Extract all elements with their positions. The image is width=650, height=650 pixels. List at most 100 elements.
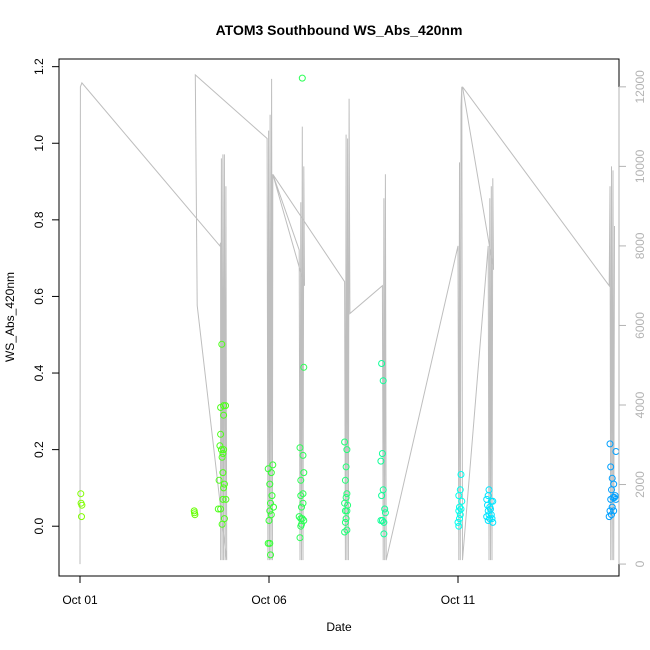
data-point: [218, 520, 226, 528]
series-6: [377, 360, 389, 538]
data-point: [297, 476, 305, 484]
y2-tick-label: 6000: [633, 312, 647, 339]
data-point: [266, 480, 274, 488]
data-point: [299, 499, 307, 507]
y-tick-label: 1.2: [32, 58, 46, 75]
data-point: [455, 507, 463, 515]
data-point: [220, 515, 228, 523]
data-point: [343, 446, 351, 454]
series-8: [483, 486, 497, 526]
data-point: [297, 492, 305, 500]
data-point: [269, 461, 277, 469]
data-point: [484, 517, 492, 524]
data-point: [341, 518, 349, 526]
data-point: [300, 469, 308, 477]
y-tick-label: 0.2: [32, 441, 46, 458]
data-point: [456, 515, 463, 523]
data-points-layer: [77, 74, 620, 559]
data-point: [220, 480, 228, 488]
data-point: [341, 528, 349, 536]
data-point: [296, 444, 304, 452]
data-point: [381, 509, 389, 517]
data-point: [267, 469, 275, 477]
data-point: [380, 518, 388, 526]
data-point: [267, 511, 275, 519]
data-point: [484, 492, 492, 500]
data-point: [267, 551, 274, 559]
data-point: [222, 402, 229, 410]
data-point: [607, 463, 615, 471]
y-tick-label: 0.8: [32, 211, 46, 228]
data-point: [341, 476, 349, 484]
data-point: [341, 438, 349, 446]
y2-tick-label: 10000: [633, 149, 647, 183]
data-point: [489, 518, 497, 526]
data-point: [219, 469, 227, 477]
series-3: [264, 461, 277, 559]
data-point: [343, 490, 351, 498]
data-point: [217, 505, 225, 513]
data-point: [220, 402, 228, 410]
series-5: [341, 438, 352, 536]
chart-title: ATOM3 Southbound WS_Abs_420nm: [216, 22, 463, 38]
data-point: [611, 494, 618, 501]
data-point: [218, 453, 226, 461]
data-point: [299, 490, 307, 498]
y2-tick-label: 12000: [633, 70, 647, 104]
data-point: [342, 463, 350, 471]
data-point: [487, 511, 495, 519]
data-point: [608, 503, 616, 511]
series-4: [295, 74, 308, 542]
data-point: [219, 450, 227, 457]
data-point: [608, 511, 615, 519]
data-point: [297, 522, 305, 530]
data-point: [458, 497, 466, 505]
data-point: [456, 511, 464, 519]
series-2: [214, 340, 230, 528]
data-point: [378, 450, 386, 457]
data-point: [298, 74, 306, 82]
y-axis-label: WS_Abs_420nm: [3, 272, 17, 362]
altitude-line: [79, 73, 615, 565]
y-tick-label: 0.6: [32, 288, 46, 305]
data-point: [214, 505, 222, 513]
series-1: [190, 507, 199, 519]
x-tick-label: Oct 11: [441, 593, 476, 607]
data-point: [608, 486, 615, 494]
data-point: [215, 476, 223, 484]
data-point: [220, 446, 228, 454]
data-point: [298, 503, 305, 511]
data-point: [489, 497, 497, 505]
data-point: [266, 507, 274, 515]
data-point: [488, 515, 496, 523]
data-point: [266, 539, 274, 547]
data-point: [457, 471, 465, 478]
data-point: [456, 503, 463, 511]
data-point: [342, 515, 350, 523]
series-0: [77, 490, 86, 521]
x-tick-label: Oct 01: [62, 593, 98, 607]
y-tick-label: 1.0: [32, 135, 46, 152]
data-point: [378, 517, 386, 524]
data-point: [300, 363, 308, 371]
data-point: [218, 340, 226, 348]
y2-tick-label: 0: [633, 560, 647, 567]
data-point: [270, 503, 277, 511]
data-point: [606, 440, 614, 448]
data-point: [610, 507, 618, 515]
data-point: [379, 377, 387, 385]
data-point: [455, 522, 463, 530]
y-tick-label: 0.0: [32, 518, 46, 535]
data-point: [217, 446, 225, 454]
data-point: [455, 492, 463, 500]
series-7: [454, 471, 466, 530]
data-point: [454, 518, 462, 526]
data-point: [300, 517, 308, 524]
data-point: [222, 495, 230, 503]
data-point: [216, 442, 224, 450]
data-point: [377, 457, 385, 465]
data-point: [378, 360, 386, 367]
